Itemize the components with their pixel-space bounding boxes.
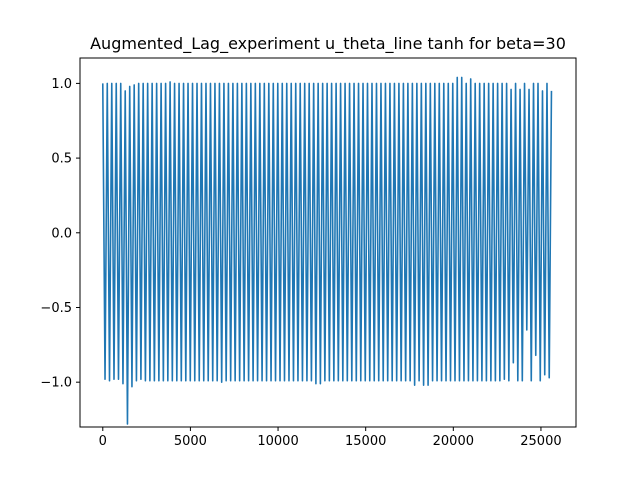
series-line	[101, 76, 553, 425]
x-tick-label: 20000	[433, 434, 474, 449]
y-tick-label: 0.0	[51, 226, 72, 241]
y-tick-label: 0.5	[51, 152, 72, 167]
chart-title: Augmented_Lag_experiment u_theta_line ta…	[90, 34, 566, 54]
y-tick-label: 1.0	[51, 77, 72, 92]
x-tick-label: 10000	[257, 434, 298, 449]
x-tick-label: 25000	[520, 434, 561, 449]
plot-area	[101, 76, 553, 425]
axes-frame	[79, 57, 577, 428]
y-tick-label: −0.5	[40, 301, 72, 316]
x-tick-label: 15000	[345, 434, 386, 449]
y-tick-label: −1.0	[40, 376, 72, 391]
x-tick-label: 0	[99, 434, 107, 449]
axes: 0 5000 10000 15000 20000 25000 1.0 0.5 0.0 −0.5 −1…	[40, 57, 577, 449]
x-tick-label: 5000	[174, 434, 207, 449]
